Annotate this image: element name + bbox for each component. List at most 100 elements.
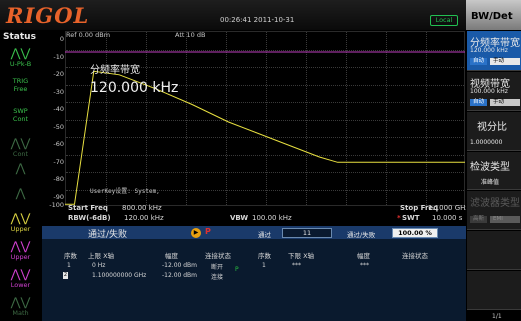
- start-freq-value[interactable]: 800.00 kHz: [122, 204, 162, 212]
- menu-title: BW/Det: [466, 0, 521, 30]
- upper-row-x[interactable]: 0 Hz: [92, 262, 106, 269]
- status-title: Status: [3, 32, 36, 42]
- grid-line: [66, 154, 464, 156]
- softkey-value: 1.0000000: [470, 139, 503, 146]
- softkey-filter-type[interactable]: 滤波器类型 高斯 EMI: [467, 191, 521, 230]
- manual-toggle[interactable]: 手动: [490, 99, 520, 106]
- pass-fail-header: [42, 226, 466, 239]
- column-header: 连接状态: [205, 252, 231, 260]
- status-glyph: ⋀: [15, 186, 26, 200]
- top-bar: [0, 0, 466, 30]
- status-glyph: ⋀: [15, 161, 26, 175]
- softkey-ratio[interactable]: 视分比 1.0000000: [467, 112, 521, 151]
- y-tick-label: -30: [53, 88, 64, 96]
- stop-freq-value[interactable]: 1.1000 GHz: [428, 204, 470, 212]
- pass-state: P: [205, 227, 211, 236]
- lower-row-amp[interactable]: ***: [360, 262, 369, 269]
- rbw-label: RBW(-6dB): [68, 214, 111, 222]
- softkey-vbw[interactable]: 视频带宽 100.000 kHz 自动 手动: [467, 72, 521, 111]
- column-header: 序数: [258, 252, 271, 260]
- softkey-value: 准峰值: [481, 179, 500, 186]
- upper-row-conn[interactable]: 断开: [211, 264, 224, 271]
- softkey-label: 分频率带宽: [470, 38, 520, 49]
- manual-toggle[interactable]: 手动: [490, 58, 520, 65]
- auto-toggle[interactable]: 自动: [470, 99, 487, 106]
- attenuation: Att 10 dB: [175, 31, 206, 39]
- column-header: 下限 X轴: [288, 252, 315, 260]
- upper-row-conn[interactable]: 连接: [211, 274, 224, 281]
- column-header: 上限 X轴: [88, 252, 115, 260]
- grid-line: [66, 119, 464, 121]
- upper-row-amp[interactable]: -12.00 dBm: [162, 262, 198, 269]
- column-header: 连接状态: [402, 252, 428, 260]
- grid-line: [106, 32, 107, 205]
- play-icon[interactable]: ▶: [191, 228, 201, 238]
- softkey-value: 100.000 kHz: [470, 88, 508, 95]
- status-label: Upper: [10, 253, 31, 261]
- status-glyph: ⋀⋁: [10, 136, 31, 150]
- softkey-label: 检波类型: [470, 162, 510, 173]
- page-indicator: 1/1: [492, 313, 502, 320]
- grid-line: [66, 49, 464, 51]
- trigger-status: TRIG Free: [12, 77, 29, 93]
- trace-detector-icon: ⋀⋁ U-Pk-B: [3, 47, 38, 71]
- y-tick-label: -50: [53, 123, 64, 131]
- grid-line: [66, 172, 464, 173]
- pass-label: 通过: [258, 231, 271, 239]
- grid-line: [66, 137, 464, 138]
- rbw-value[interactable]: 120.00 kHz: [124, 214, 164, 222]
- column-header: 序数: [64, 252, 77, 260]
- filter-option[interactable]: EMI: [490, 216, 520, 223]
- grid-line: [426, 32, 427, 205]
- lower-row-x[interactable]: ***: [292, 262, 301, 269]
- softkey-empty[interactable]: [467, 231, 521, 270]
- status-glyph: ⋀⋁: [10, 295, 31, 309]
- upper-limit-icon: ⋀⋁ Upper: [3, 240, 38, 264]
- status-label: Math: [12, 309, 29, 317]
- grid-line: [186, 32, 187, 205]
- trace-mode-icon: ⋀⋁ Cont: [3, 137, 38, 161]
- column-header: 幅度: [357, 252, 370, 260]
- math-icon: ⋀⋁ Math: [3, 296, 38, 320]
- softkey-detector[interactable]: 检波类型 准峰值: [467, 152, 521, 190]
- y-tick-label: -60: [53, 140, 64, 148]
- spectrum-graticule[interactable]: [65, 31, 465, 206]
- filter-option[interactable]: 高斯: [470, 216, 487, 223]
- upper-row-index[interactable]: 2: [63, 272, 68, 279]
- trace-icon: ⋀: [3, 187, 38, 211]
- trace-icon: ⋀: [3, 162, 38, 186]
- softkey-rbw[interactable]: 分频率带宽 120.000 kHz 自动 手动: [467, 31, 521, 71]
- upper-row-x[interactable]: 1.100000000 GHz: [92, 272, 147, 279]
- y-tick-label: -20: [53, 70, 64, 78]
- vbw-value[interactable]: 100.00 kHz: [252, 214, 292, 222]
- pass-rate-value: 100.00 %: [392, 228, 438, 238]
- softkey-empty[interactable]: [467, 271, 521, 310]
- grid-line: [66, 189, 464, 191]
- local-button[interactable]: Local: [430, 15, 458, 26]
- grid-line: [66, 84, 464, 86]
- auto-toggle[interactable]: 自动: [470, 58, 487, 65]
- y-tick-label: 0: [59, 35, 64, 43]
- reference-level: Ref 0.00 dBm: [66, 31, 111, 39]
- grid-line: [66, 67, 464, 68]
- swt-label: SWT: [402, 214, 420, 222]
- swt-coupled-marker: *: [397, 214, 401, 222]
- start-freq-label: Start Freq: [68, 204, 108, 212]
- datetime: 00:26:41 2011-10-31: [220, 16, 295, 24]
- status-label: Upper: [10, 225, 31, 233]
- y-tick-label: -70: [53, 158, 64, 166]
- y-tick-label: -10: [53, 53, 64, 61]
- grid-line: [66, 102, 464, 103]
- status-column: [0, 30, 42, 321]
- upper-row-amp[interactable]: -12.00 dBm: [162, 272, 198, 279]
- vbw-label: VBW: [230, 214, 249, 222]
- y-tick-label: -80: [53, 175, 64, 183]
- parameter-value: 120.000 kHz: [90, 80, 179, 96]
- grid-line: [266, 32, 267, 205]
- column-header: 幅度: [165, 252, 178, 260]
- status-label: Cont: [12, 150, 29, 158]
- stop-freq-label: Stop Freq: [400, 204, 439, 212]
- pass-count: 11: [282, 228, 332, 238]
- swt-value[interactable]: 10.000 s: [432, 214, 463, 222]
- softkey-label: 视频带宽: [470, 79, 510, 90]
